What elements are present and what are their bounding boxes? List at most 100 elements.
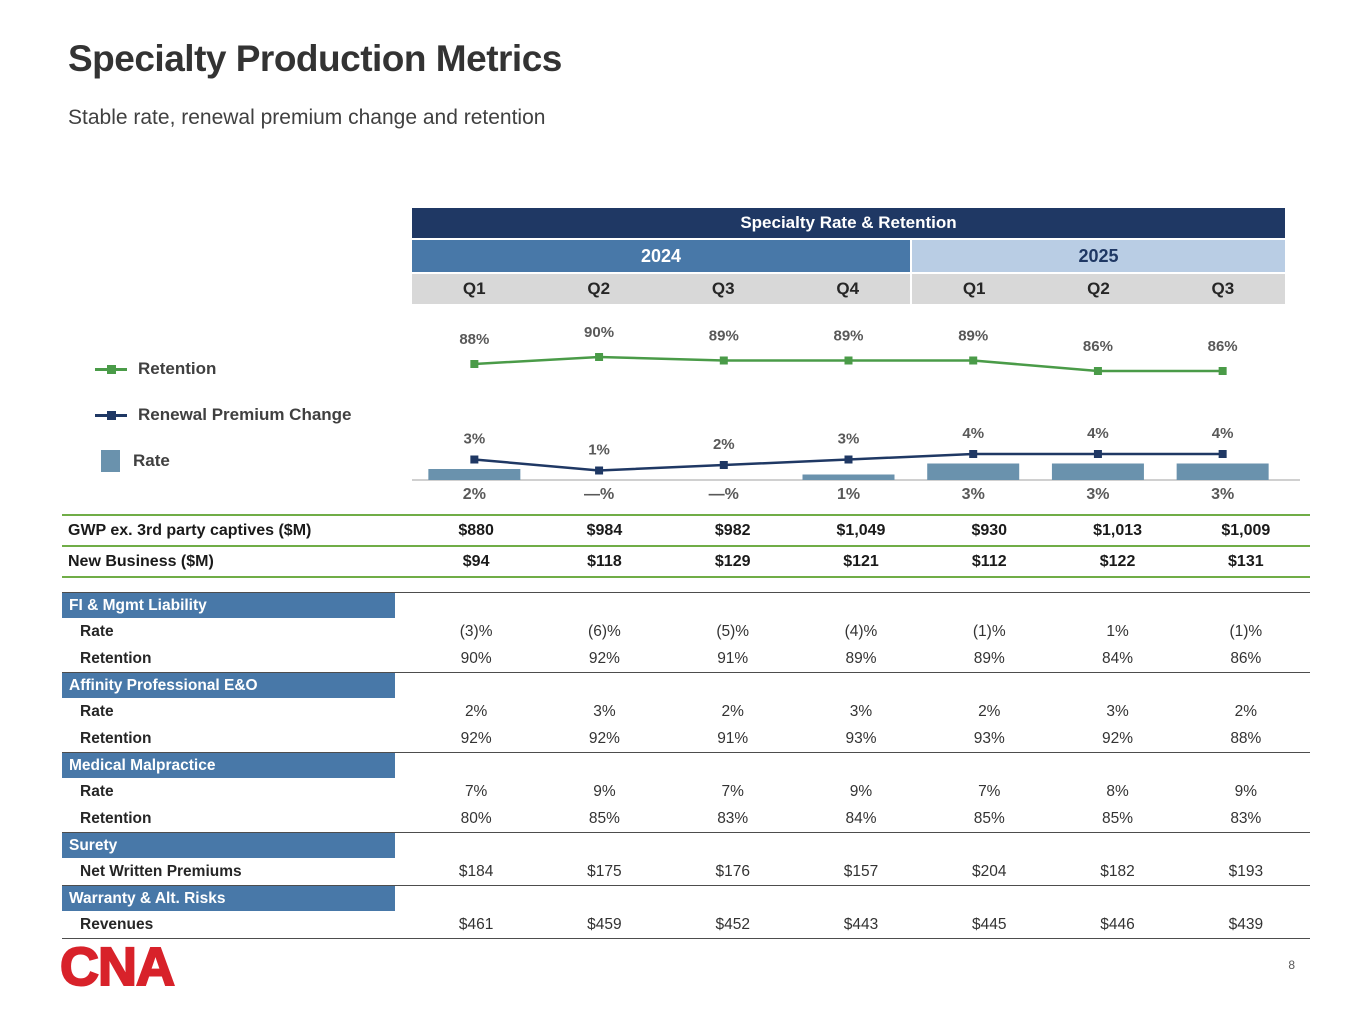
row-value: $1,009 [1221, 521, 1271, 539]
row-value: 8% [1106, 782, 1129, 800]
renewal-premium-change-marker [969, 450, 978, 458]
page-title: Specialty Production Metrics [68, 38, 562, 79]
renewal-premium-change-marker [1093, 450, 1102, 458]
section-row-retention: Retention 92% 92% 91% 93% 93% 92% 88% [62, 725, 1310, 752]
row-value: 1% [1106, 622, 1129, 640]
legend-label: Retention [138, 359, 217, 378]
rate-value-cell: —% [583, 486, 615, 503]
renewal-premium-change-data-label: 4% [1212, 425, 1234, 442]
row-value: 2% [721, 702, 744, 720]
rate-value-cell: 3% [1086, 486, 1110, 503]
rate-bar-icon [101, 450, 120, 472]
row-value: 3% [593, 702, 616, 720]
legend-item-retention: Retention [95, 358, 352, 380]
quarter-header: Q1 [412, 274, 537, 304]
row-value: 2% [1234, 702, 1258, 720]
row-value: 88% [1230, 729, 1262, 747]
row-value: 7% [464, 782, 488, 800]
row-value: $112 [971, 552, 1007, 570]
renewal-premium-change-data-label: 3% [464, 431, 486, 448]
renewal-premium-change-data-label: 3% [838, 431, 860, 448]
section-medical-malpractice: Medical Malpractice Rate 7% 9% 7% 9% 7% 8% 9% Ret… [62, 752, 1310, 832]
row-value: 2% [978, 702, 1001, 720]
row-value: $443 [843, 915, 879, 933]
row-value: 90% [460, 649, 492, 667]
row-value: $121 [843, 552, 879, 570]
rate-bar [428, 469, 521, 480]
quarter-header: Q2 [536, 274, 661, 304]
section-row-revenues: Revenues $461 $459 $452 $443 $445 $446 $439 [62, 911, 1310, 938]
section-warranty-alt-risks: Warranty & Alt. Risks Revenues $461 $459 $45… [62, 885, 1310, 938]
renewal-premium-change-data-label: 4% [1087, 425, 1109, 442]
retention-line-marker-icon [95, 364, 127, 374]
row-value: 92% [588, 649, 620, 667]
cna-logo: CNA [59, 936, 176, 998]
section-row-retention: Retention 90% 92% 91% 89% 89% 84% 86% [62, 645, 1310, 672]
renewal-premium-change-marker [1218, 450, 1227, 458]
retention-data-label: 86% [1083, 338, 1113, 355]
retention-marker [595, 353, 604, 361]
row-value: $193 [1228, 862, 1264, 880]
section-row-rate: Rate 2% 3% 2% 3% 2% 3% 2% [62, 698, 1310, 725]
section-header-bar: Medical Malpractice [62, 753, 395, 778]
legend-item-renewal-premium-change: Renewal Premium Change [95, 404, 352, 426]
row-value: $930 [971, 521, 1008, 539]
section-header: Medical Malpractice [62, 753, 1310, 778]
row-value: (1)% [972, 622, 1006, 640]
row-value: $982 [714, 521, 751, 539]
row-value: $452 [715, 915, 750, 933]
row-value: $184 [458, 862, 494, 880]
row-value: $157 [843, 862, 879, 880]
renewal-premium-change-marker [719, 461, 728, 469]
retention-data-label: 86% [1208, 338, 1238, 355]
rate-retention-chart: 3% 1% 2% 3% 4% 4% 4% 88% 90% 89% 89% 89% 86% 86% [412, 324, 1300, 481]
row-value: $182 [1100, 862, 1135, 880]
renewal-premium-change-marker [844, 455, 853, 464]
quarter-header: Q3 [661, 274, 786, 304]
section-fi-mgmt-liability: FI & Mgmt Liability Rate (3)% (6)% (5)% (4)% (… [62, 592, 1310, 672]
row-value: 3% [849, 702, 873, 720]
rate-bar [1176, 463, 1269, 480]
row-value: 2% [464, 702, 488, 720]
year-band-2025: 2025 [912, 240, 1285, 272]
renewal-premium-change-data-label: 2% [713, 436, 735, 453]
quarter-header: Q2 [1036, 274, 1161, 304]
row-value: $446 [1100, 915, 1135, 933]
row-value: $459 [587, 915, 622, 933]
retention-marker [969, 356, 978, 365]
retention-marker [1093, 367, 1102, 375]
retention-data-label: 89% [709, 328, 739, 345]
rate-bar [802, 474, 895, 480]
renewal-premium-change-line-marker-icon [95, 410, 127, 420]
quarter-header: Q4 [785, 274, 910, 304]
row-value: $445 [972, 915, 1007, 933]
legend-label: Renewal Premium Change [138, 405, 352, 424]
rate-value-cell: 2% [462, 486, 486, 503]
section-header-bar: FI & Mgmt Liability [62, 593, 395, 618]
row-label: Rate [80, 622, 114, 640]
chart-title-band: Specialty Rate & Retention [412, 208, 1285, 238]
row-value: 7% [978, 782, 1001, 800]
rate-value-cell: —% [708, 486, 739, 503]
row-value: 83% [1230, 809, 1262, 827]
premium-rows: GWP ex. 3rd party captives ($M) $880 $984 $… [62, 514, 1310, 578]
row-value: $461 [458, 915, 494, 933]
row-value: 85% [973, 809, 1005, 827]
year-band: 2024 2025 [412, 240, 1285, 272]
row-value: 7% [721, 782, 744, 800]
row-value: 9% [593, 782, 616, 800]
row-value: $984 [586, 521, 623, 539]
section-header-bar: Warranty & Alt. Risks [62, 886, 395, 911]
row-value: $1,049 [836, 521, 886, 539]
row-value: 3% [1106, 702, 1129, 720]
retention-marker [719, 356, 728, 365]
row-label: Rate [80, 782, 114, 800]
row-value: $880 [458, 521, 494, 539]
row-value: 85% [1102, 809, 1134, 827]
row-value: 92% [460, 729, 492, 747]
row-value: 89% [973, 649, 1005, 667]
retention-marker-icon [107, 364, 116, 374]
section-header: FI & Mgmt Liability [62, 593, 1310, 618]
row-value: 9% [849, 782, 873, 800]
